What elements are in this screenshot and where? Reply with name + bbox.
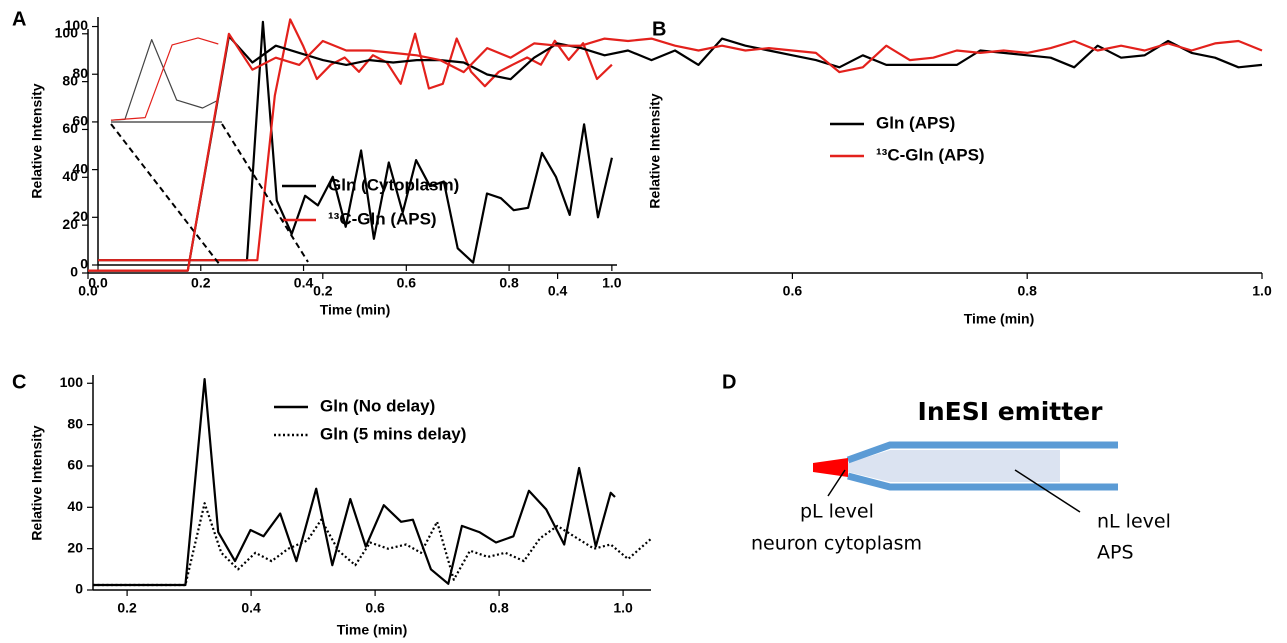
y-tick-label: 40 bbox=[72, 160, 88, 176]
x-tick-label: 1.0 bbox=[1252, 283, 1272, 299]
x-tick-label: 0.2 bbox=[117, 600, 137, 616]
zoom-line bbox=[110, 123, 221, 266]
legend-label: Gln (5 mins delay) bbox=[320, 424, 466, 443]
x-tick-label: 1.0 bbox=[613, 600, 633, 616]
x-tick-label: 0.6 bbox=[365, 600, 385, 616]
y-tick-label: 100 bbox=[60, 374, 84, 390]
y-tick-label: 80 bbox=[72, 65, 88, 81]
x-tick-label: 0.2 bbox=[313, 283, 333, 299]
zoom-line bbox=[221, 123, 309, 263]
y-tick-label: 20 bbox=[62, 216, 78, 232]
x-tick-label: 0.4 bbox=[548, 283, 568, 299]
y-tick-label: 20 bbox=[67, 539, 83, 555]
x-tick-label: 0.0 bbox=[88, 275, 108, 291]
y-tick-label: 100 bbox=[55, 24, 79, 40]
data-line bbox=[110, 39, 219, 121]
emitter-fill bbox=[848, 450, 1060, 482]
x-tick-label: 0.4 bbox=[241, 600, 261, 616]
y-tick-label: 40 bbox=[67, 498, 83, 514]
legend-label: Gln (Cytoplasm) bbox=[328, 175, 459, 194]
y-axis-title: Relative Intensity bbox=[647, 93, 663, 208]
y-axis-title: Relative Intensity bbox=[29, 83, 45, 198]
y-axis-title: Relative Intensity bbox=[29, 425, 45, 540]
x-tick-label: 0.6 bbox=[783, 283, 803, 299]
panel-label: B bbox=[652, 18, 666, 40]
x-tick-label: 0.6 bbox=[397, 275, 417, 291]
emitter-tip bbox=[813, 458, 848, 477]
callout-line bbox=[1014, 469, 1081, 513]
data-line bbox=[110, 37, 219, 121]
data-line bbox=[93, 378, 616, 587]
body-label: APS bbox=[1097, 542, 1134, 564]
y-tick-label: 80 bbox=[67, 415, 83, 431]
y-tick-label: 40 bbox=[62, 168, 78, 184]
legend-label: ¹³C-Gln (APS) bbox=[876, 145, 985, 164]
x-tick-label: 0.2 bbox=[191, 275, 211, 291]
tip-label: pL level bbox=[800, 501, 874, 523]
x-tick-label: 0.8 bbox=[489, 600, 509, 616]
data-line bbox=[88, 35, 1263, 272]
legend-label: Gln (No delay) bbox=[320, 396, 435, 415]
panel-label: A bbox=[12, 8, 26, 30]
body-label: nL level bbox=[1097, 511, 1171, 533]
panel-label: D bbox=[722, 371, 736, 393]
y-tick-label: 100 bbox=[65, 17, 89, 33]
legend-label: ¹³C-Gln (APS) bbox=[328, 209, 437, 228]
diagram-title: InESI emitter bbox=[918, 397, 1104, 426]
y-tick-label: 60 bbox=[72, 113, 88, 129]
x-axis-title: Time (min) bbox=[320, 302, 391, 318]
emitter-diagram bbox=[813, 441, 1118, 513]
data-line bbox=[98, 20, 613, 264]
data-line bbox=[88, 32, 1263, 272]
emitter-wall bbox=[846, 441, 1118, 464]
x-tick-label: 1.0 bbox=[602, 275, 622, 291]
data-line bbox=[93, 502, 653, 587]
x-tick-label: 0.8 bbox=[499, 275, 519, 291]
y-tick-label: 0 bbox=[80, 256, 88, 272]
y-tick-label: 60 bbox=[62, 120, 78, 136]
x-tick-label: 0.8 bbox=[1017, 283, 1037, 299]
x-tick-label: 0.0 bbox=[78, 283, 98, 299]
y-tick-label: 0 bbox=[75, 581, 83, 597]
x-axis-title: Time (min) bbox=[337, 622, 408, 638]
y-tick-label: 80 bbox=[62, 72, 78, 88]
legend-label: Gln (APS) bbox=[876, 113, 955, 132]
x-tick-label: 0.4 bbox=[294, 275, 314, 291]
callout-line bbox=[827, 469, 846, 497]
x-axis-title: Time (min) bbox=[964, 311, 1035, 327]
panel-label: C bbox=[12, 371, 26, 393]
y-tick-label: 60 bbox=[67, 457, 83, 473]
tip-label: neuron cytoplasm bbox=[751, 533, 922, 555]
y-tick-label: 0 bbox=[70, 264, 78, 280]
y-tick-label: 20 bbox=[72, 208, 88, 224]
